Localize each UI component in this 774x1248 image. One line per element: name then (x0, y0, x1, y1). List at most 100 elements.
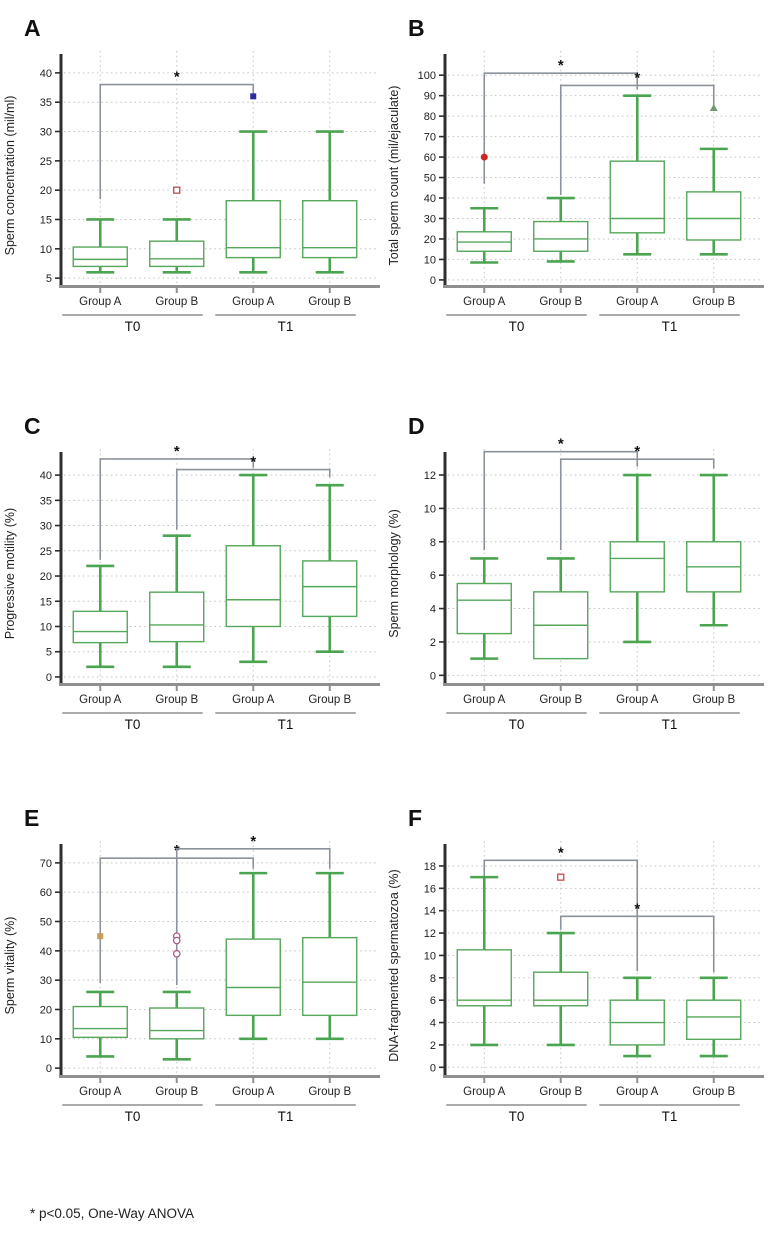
svg-text:5: 5 (46, 273, 52, 285)
svg-text:Total sperm count (mil/ejacula: Total sperm count (mil/ejaculate) (387, 86, 401, 266)
panel-a: A 5 10 15 20 25 30 35 40 Sperm concentration (mi… (0, 7, 384, 405)
svg-text:10: 10 (40, 244, 52, 256)
svg-text:16: 16 (424, 883, 436, 895)
svg-text:T1: T1 (662, 1109, 678, 1124)
panel-f: F 0 2 4 6 8 10 12 14 16 18 DNA-fragmented spermato… (384, 797, 768, 1195)
svg-text:30: 30 (40, 521, 52, 533)
svg-text:Group B: Group B (308, 296, 351, 308)
panel-c: C 0 5 10 15 20 25 30 35 40 Progressive motility (… (0, 405, 384, 803)
svg-text:Group B: Group B (539, 694, 582, 706)
boxplot-dna-fragmented-spermatozoa: 0 2 4 6 8 10 12 14 16 18 DNA-fragmented spermatozo… (387, 841, 764, 1124)
svg-text:Group A: Group A (79, 694, 122, 706)
svg-text:80: 80 (424, 111, 436, 123)
svg-text:0: 0 (430, 1062, 436, 1074)
svg-text:18: 18 (424, 861, 436, 873)
svg-text:4: 4 (430, 1018, 436, 1030)
svg-text:Group B: Group B (692, 1086, 735, 1098)
svg-text:*: * (634, 900, 640, 917)
svg-text:Group A: Group A (616, 1086, 659, 1098)
svg-text:50: 50 (424, 173, 436, 185)
svg-text:*: * (250, 833, 256, 850)
svg-text:20: 20 (40, 571, 52, 583)
boxplot-sperm-concentration: 5 10 15 20 25 30 35 40 Sperm concentration (mil/… (3, 51, 380, 334)
svg-text:T0: T0 (125, 717, 141, 732)
svg-text:10: 10 (40, 621, 52, 633)
svg-text:12: 12 (424, 470, 436, 482)
svg-text:Group B: Group B (155, 1086, 198, 1098)
panel-letter-f: F (408, 805, 423, 831)
svg-text:5: 5 (46, 647, 52, 659)
svg-text:15: 15 (40, 214, 52, 226)
svg-text:*: * (634, 69, 640, 86)
svg-text:T0: T0 (125, 319, 141, 334)
svg-text:2: 2 (430, 637, 436, 649)
svg-text:T1: T1 (278, 1109, 294, 1124)
boxplot-progressive-motility: 0 5 10 15 20 25 30 35 40 Progressive motility (%)… (3, 443, 380, 732)
svg-text:Group B: Group B (308, 1086, 351, 1098)
svg-text:Group A: Group A (463, 1086, 506, 1098)
svg-text:0: 0 (46, 672, 52, 684)
svg-text:8: 8 (430, 973, 436, 985)
significance-footnote: * p<0.05, One-Way ANOVA (30, 1206, 194, 1221)
svg-text:DNA-fragmented spermatozoa (%: DNA-fragmented spermatozoa (%) (387, 869, 401, 1061)
svg-text:Group B: Group B (692, 296, 735, 308)
panel-letter-d: D (408, 413, 425, 439)
svg-text:Group A: Group A (616, 694, 659, 706)
panel-letter-b: B (408, 15, 425, 41)
svg-text:0: 0 (430, 670, 436, 682)
svg-text:Group B: Group B (692, 694, 735, 706)
svg-text:Group A: Group A (232, 694, 275, 706)
svg-text:60: 60 (424, 152, 436, 164)
svg-text:10: 10 (424, 254, 436, 266)
svg-text:90: 90 (424, 91, 436, 103)
svg-text:14: 14 (424, 906, 436, 918)
svg-text:T1: T1 (662, 717, 678, 732)
svg-text:35: 35 (40, 97, 52, 109)
panel-d: D 0 2 4 6 8 10 12 Sperm morphology (%) * * Group A… (384, 405, 768, 803)
svg-text:Group A: Group A (616, 296, 659, 308)
svg-text:*: * (634, 443, 640, 460)
svg-text:Group A: Group A (79, 296, 122, 308)
svg-text:Group A: Group A (79, 1086, 122, 1098)
svg-text:Sperm vitality (%): Sperm vitality (%) (3, 917, 17, 1015)
svg-text:*: * (558, 844, 564, 861)
svg-text:T1: T1 (662, 319, 678, 334)
boxplot-total-sperm-count: 0 10 20 30 40 50 60 70 80 90 100 Total sperm count … (387, 51, 764, 334)
svg-text:60: 60 (40, 887, 52, 899)
svg-text:30: 30 (424, 213, 436, 225)
svg-text:Group B: Group B (539, 296, 582, 308)
svg-text:0: 0 (46, 1063, 52, 1075)
svg-text:100: 100 (418, 70, 436, 82)
svg-text:6: 6 (430, 995, 436, 1007)
svg-text:25: 25 (40, 546, 52, 558)
panel-letter-e: E (24, 805, 40, 831)
svg-text:30: 30 (40, 127, 52, 139)
svg-text:12: 12 (424, 928, 436, 940)
svg-text:Group A: Group A (232, 1086, 275, 1098)
svg-text:10: 10 (40, 1034, 52, 1046)
svg-text:25: 25 (40, 156, 52, 168)
svg-text:20: 20 (40, 1004, 52, 1016)
svg-text:4: 4 (430, 604, 436, 616)
svg-text:8: 8 (430, 537, 436, 549)
svg-text:T1: T1 (278, 319, 294, 334)
svg-text:15: 15 (40, 596, 52, 608)
svg-text:T1: T1 (278, 717, 294, 732)
svg-text:Group A: Group A (463, 694, 506, 706)
svg-text:40: 40 (40, 946, 52, 958)
svg-text:40: 40 (424, 193, 436, 205)
svg-text:6: 6 (430, 570, 436, 582)
svg-text:T0: T0 (509, 1109, 525, 1124)
svg-text:*: * (174, 69, 180, 86)
svg-text:70: 70 (424, 132, 436, 144)
svg-text:T0: T0 (125, 1109, 141, 1124)
svg-text:40: 40 (40, 470, 52, 482)
panel-letter-c: C (24, 413, 41, 439)
panel-letter-a: A (24, 15, 41, 41)
svg-text:10: 10 (424, 950, 436, 962)
svg-text:20: 20 (40, 185, 52, 197)
panel-b: B 0 10 20 30 40 50 60 70 80 90 100 Total sperm coun… (384, 7, 768, 405)
svg-text:T0: T0 (509, 319, 525, 334)
svg-text:30: 30 (40, 975, 52, 987)
svg-text:*: * (174, 443, 180, 460)
